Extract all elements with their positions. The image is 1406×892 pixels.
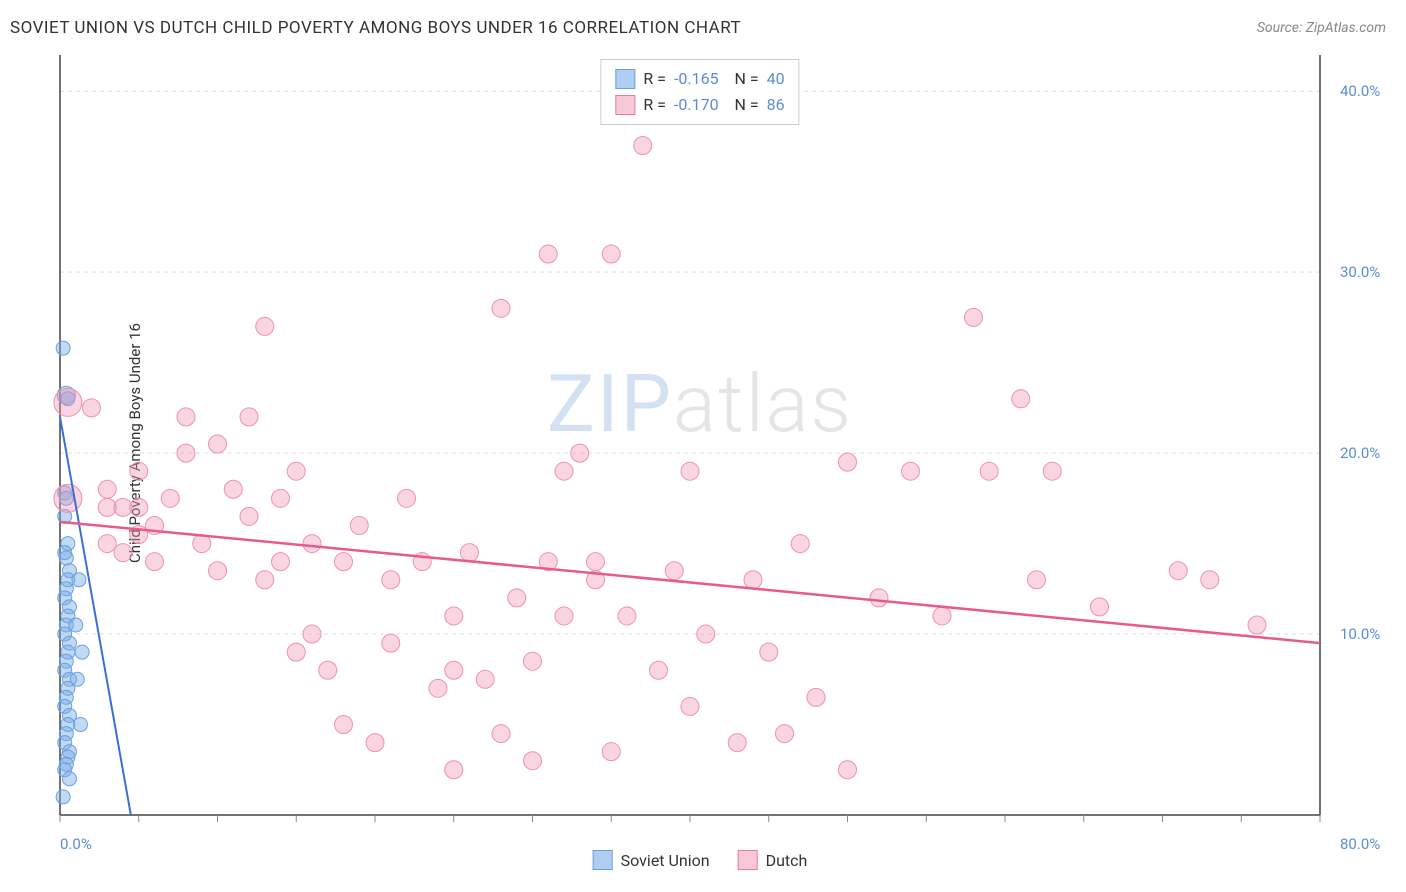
dutch-swatch-icon <box>615 95 635 115</box>
chart-title: SOVIET UNION VS DUTCH CHILD POVERTY AMON… <box>10 18 741 38</box>
stats-r-label: R = <box>643 92 666 118</box>
soviet-swatch-icon <box>615 69 635 89</box>
source-attribution: Source: ZipAtlas.com <box>1257 20 1386 36</box>
legend: Soviet Union Dutch <box>593 850 808 870</box>
x-tick-label: 0.0% <box>60 835 92 853</box>
source-prefix: Source: <box>1257 20 1306 36</box>
stats-row-dutch: R = -0.170 N = 86 <box>615 92 784 118</box>
stats-n-label: N = <box>727 66 759 92</box>
x-tick-label: 80.0% <box>1340 835 1380 853</box>
soviet-swatch-icon <box>593 850 613 870</box>
dutch-swatch-icon <box>738 850 758 870</box>
stats-r-label: R = <box>643 66 666 92</box>
stats-r-soviet: -0.165 <box>674 66 719 92</box>
stats-n-label: N = <box>727 92 759 118</box>
stats-n-soviet: 40 <box>767 66 785 92</box>
y-tick-label: 20.0% <box>1340 444 1380 462</box>
y-tick-label: 40.0% <box>1340 82 1380 100</box>
stats-n-dutch: 86 <box>767 92 785 118</box>
source-name: ZipAtlas.com <box>1306 20 1386 36</box>
chart-area: Child Poverty Among Boys Under 16 ZIPatl… <box>50 55 1350 830</box>
scatter-chart <box>50 55 1350 830</box>
stats-r-dutch: -0.170 <box>674 92 719 118</box>
legend-label-dutch: Dutch <box>766 851 808 870</box>
stats-row-soviet: R = -0.165 N = 40 <box>615 66 784 92</box>
y-tick-label: 30.0% <box>1340 263 1380 281</box>
stats-box: R = -0.165 N = 40 R = -0.170 N = 86 <box>600 59 799 125</box>
chart-header: SOVIET UNION VS DUTCH CHILD POVERTY AMON… <box>10 18 1386 38</box>
legend-item-dutch: Dutch <box>738 850 808 870</box>
y-tick-label: 10.0% <box>1340 625 1380 643</box>
legend-item-soviet: Soviet Union <box>593 850 710 870</box>
legend-label-soviet: Soviet Union <box>621 851 710 870</box>
